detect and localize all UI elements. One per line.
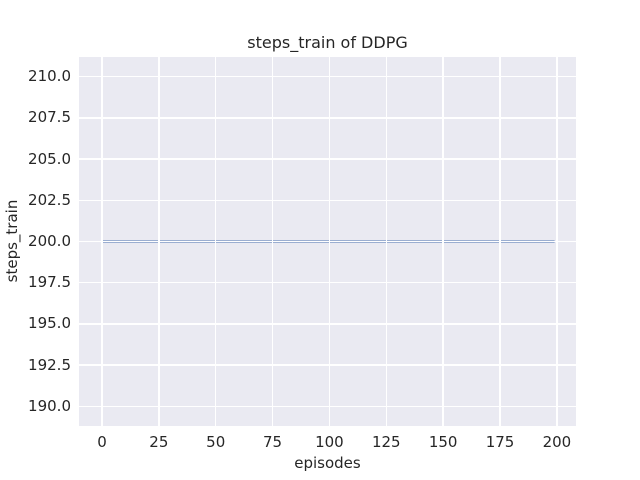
x-tick-label: 25: [149, 433, 169, 451]
y-tick-label: 202.5: [28, 190, 71, 209]
y-gridline: [79, 281, 576, 284]
y-gridline: [79, 158, 576, 160]
y-gridline: [79, 199, 576, 201]
y-tick-label: 195.0: [28, 314, 71, 333]
y-tick-label: 190.0: [28, 396, 71, 415]
x-tick-label: 0: [97, 433, 107, 451]
y-tick-label: 197.5: [28, 273, 71, 292]
y-tick-label: 192.5: [28, 355, 71, 374]
y-gridline: [79, 405, 576, 407]
x-tick-label: 150: [428, 433, 458, 451]
x-tick-label: 200: [542, 433, 572, 451]
x-tick-label: 50: [206, 433, 226, 451]
x-tick-label: 175: [485, 433, 515, 451]
x-tick-label: 100: [315, 433, 344, 451]
y-tick-label: 207.5: [28, 108, 71, 127]
plot-area: [79, 57, 576, 426]
y-gridline: [79, 117, 576, 119]
y-gridline: [79, 240, 576, 243]
y-gridline: [79, 76, 576, 78]
x-axis-label: episodes: [294, 454, 361, 472]
y-tick-label: 210.0: [28, 67, 71, 86]
x-tick-label: 75: [263, 433, 283, 451]
y-gridline: [79, 364, 576, 366]
y-tick-label: 205.0: [28, 149, 71, 168]
x-tick-label: 125: [371, 433, 401, 451]
chart-title: steps_train of DDPG: [247, 33, 408, 52]
y-tick-label: 200.0: [28, 232, 71, 250]
y-gridline: [79, 323, 576, 325]
